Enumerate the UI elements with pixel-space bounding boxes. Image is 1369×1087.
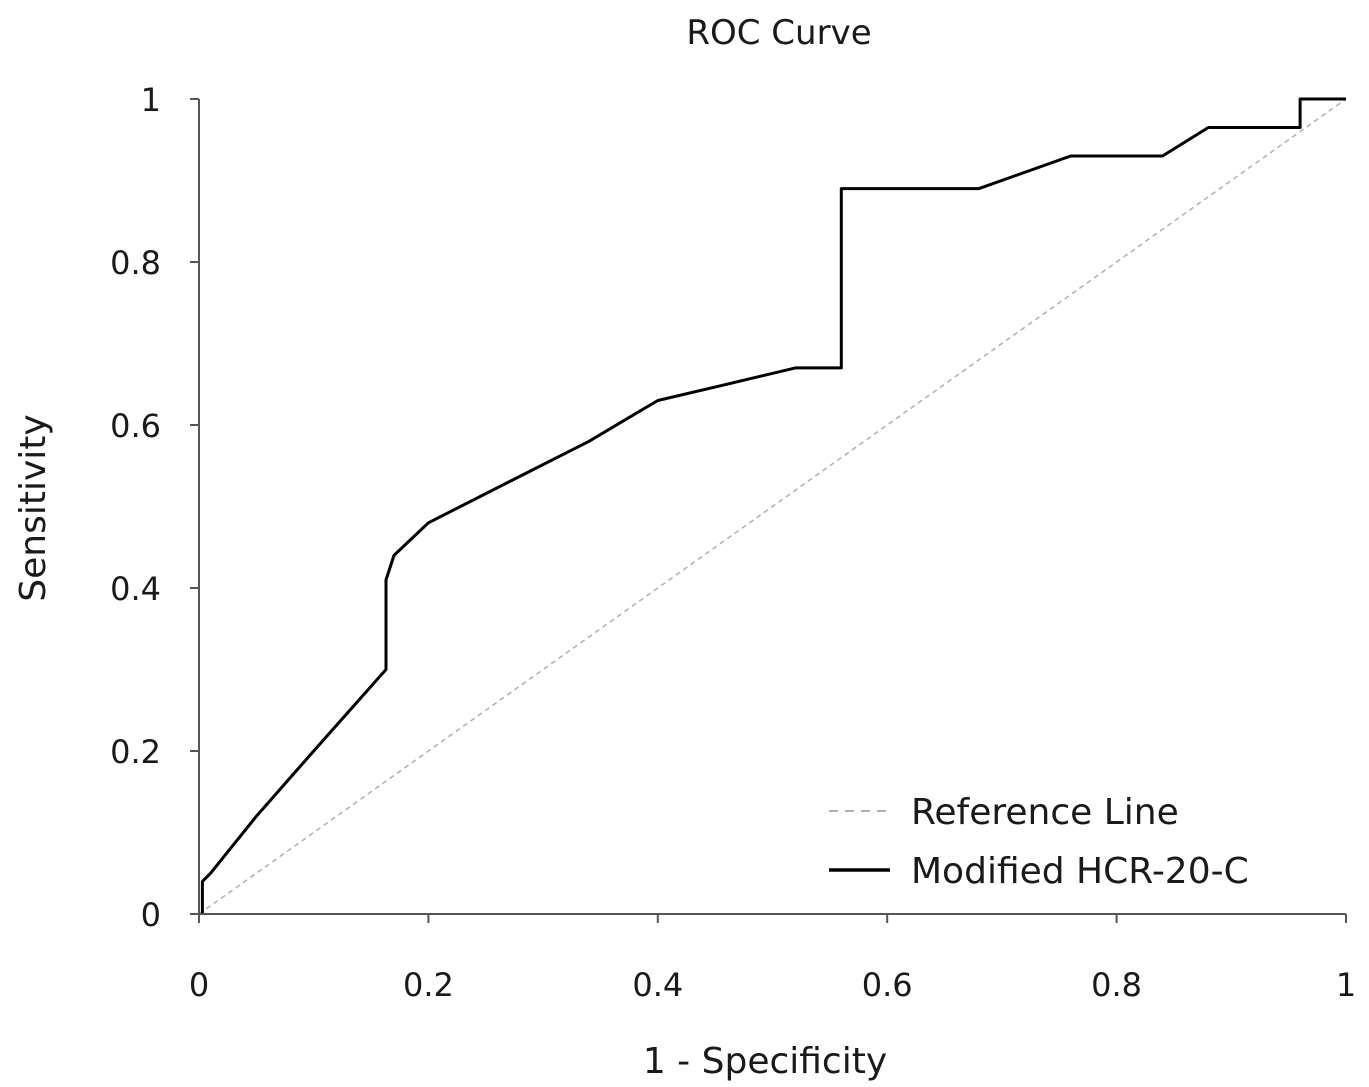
- legend-label: Modified HCR-20-C: [911, 851, 1249, 892]
- x-tick-label: 0.4: [632, 966, 683, 1004]
- y-tick-label: 0.8: [110, 244, 161, 282]
- y-axis-title: Sensitivity: [13, 414, 54, 601]
- x-tick-label: 0.2: [403, 966, 454, 1004]
- x-tick-label: 0: [189, 966, 209, 1004]
- x-tick-label: 0.6: [862, 966, 913, 1004]
- y-tick-label: 0.4: [110, 570, 161, 608]
- y-tick-label: 0.6: [110, 407, 161, 445]
- y-tick-label: 1: [141, 81, 161, 119]
- y-tick-label: 0: [141, 896, 161, 934]
- plot-area: [198, 97, 1347, 915]
- legend: Reference Line Modified HCR-20-C: [829, 792, 1249, 892]
- legend-label: Reference Line: [911, 792, 1179, 833]
- x-tick-label: 1: [1336, 966, 1356, 1004]
- x-tick-label: 0.8: [1091, 966, 1142, 1004]
- chart-title: ROC Curve: [686, 13, 871, 53]
- x-axis-title: 1 - Specificity: [643, 1041, 887, 1082]
- axes: 0 0.2 0.4 0.6 0.8 1 0 0.2 0.4 0.6 0.8 1: [110, 81, 1356, 1004]
- y-tick-label: 0.2: [110, 733, 161, 771]
- reference-line: [198, 98, 1347, 915]
- roc-curve-line: [200, 97, 1346, 914]
